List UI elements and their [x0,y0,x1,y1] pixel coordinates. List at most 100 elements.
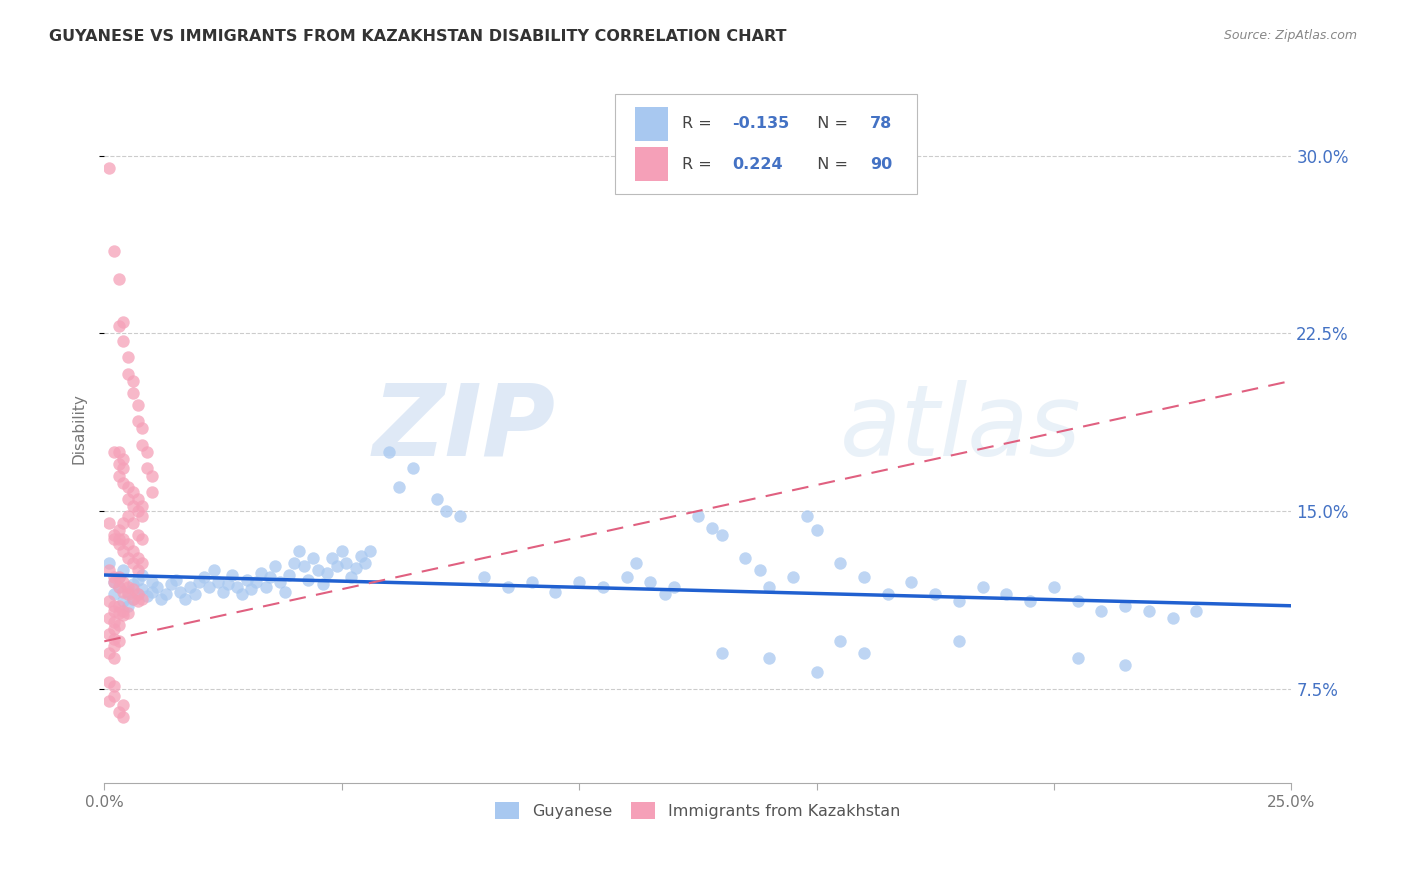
Point [131,508,153,523]
Point [853,646,876,660]
Point [159,577,181,591]
Point [103,587,125,601]
Point [117,508,139,523]
Point [98,646,121,660]
Text: atlas: atlas [841,380,1081,476]
Point [107,606,129,620]
Bar [636,147,668,181]
Point [796,508,818,523]
Point [748,563,770,577]
Point [107,272,129,286]
Point [758,580,780,594]
Point [127,573,149,587]
Point [103,632,125,646]
Point [568,575,591,590]
Point [112,461,135,475]
Point [117,480,139,494]
Point [354,556,377,570]
Point [316,566,339,580]
Point [830,556,852,570]
Point [426,492,449,507]
Point [121,582,143,597]
Point [103,445,125,459]
Point [269,575,291,590]
Point [283,556,305,570]
Point [131,500,153,514]
Point [131,556,153,570]
Point [330,544,353,558]
Point [141,468,163,483]
Point [830,634,852,648]
Point [853,570,876,584]
Point [98,610,121,624]
Point [1114,658,1136,673]
Point [169,584,191,599]
Point [402,461,425,475]
Point [340,570,363,584]
Point [103,651,125,665]
Point [127,492,149,507]
Point [98,674,121,689]
Point [127,397,149,411]
Point [121,577,143,591]
Point [117,599,139,613]
Point [121,591,143,606]
Point [662,580,685,594]
Point [188,575,211,590]
Point [103,639,125,653]
Point [1066,594,1088,608]
Point [174,591,197,606]
Point [103,603,125,617]
Point [136,461,159,475]
Point [103,615,125,630]
Point [107,634,129,648]
Point [207,575,229,590]
Point [254,580,277,594]
Point [217,577,239,591]
Point [112,594,135,608]
Point [307,563,329,577]
Point [264,558,287,573]
Point [107,523,129,537]
Point [278,568,301,582]
Point [103,575,125,590]
Point [112,516,135,530]
Point [103,533,125,547]
Point [288,544,311,558]
Point [141,575,163,590]
Point [972,580,994,594]
Point [107,570,129,584]
Point [127,587,149,601]
Point [710,527,733,541]
Point [112,475,135,490]
Point [103,679,125,693]
Point [245,575,267,590]
Point [624,556,647,570]
Point [240,582,263,597]
Point [131,591,153,606]
Point [103,570,125,584]
Point [107,570,129,584]
Point [117,350,139,364]
Text: R =: R = [682,116,717,131]
Bar [636,107,668,141]
FancyBboxPatch shape [614,95,918,194]
Point [782,570,804,584]
Point [640,575,662,590]
Point [449,508,471,523]
Point [121,385,143,400]
Point [321,551,343,566]
Point [117,580,139,594]
Point [136,590,159,604]
Point [107,706,129,720]
Point [112,710,135,724]
Point [388,480,411,494]
Point [103,575,125,590]
Point [103,623,125,637]
Point [112,575,135,590]
Point [121,500,143,514]
Text: R =: R = [682,157,717,172]
Point [344,561,367,575]
Point [212,584,235,599]
Point [995,587,1018,601]
